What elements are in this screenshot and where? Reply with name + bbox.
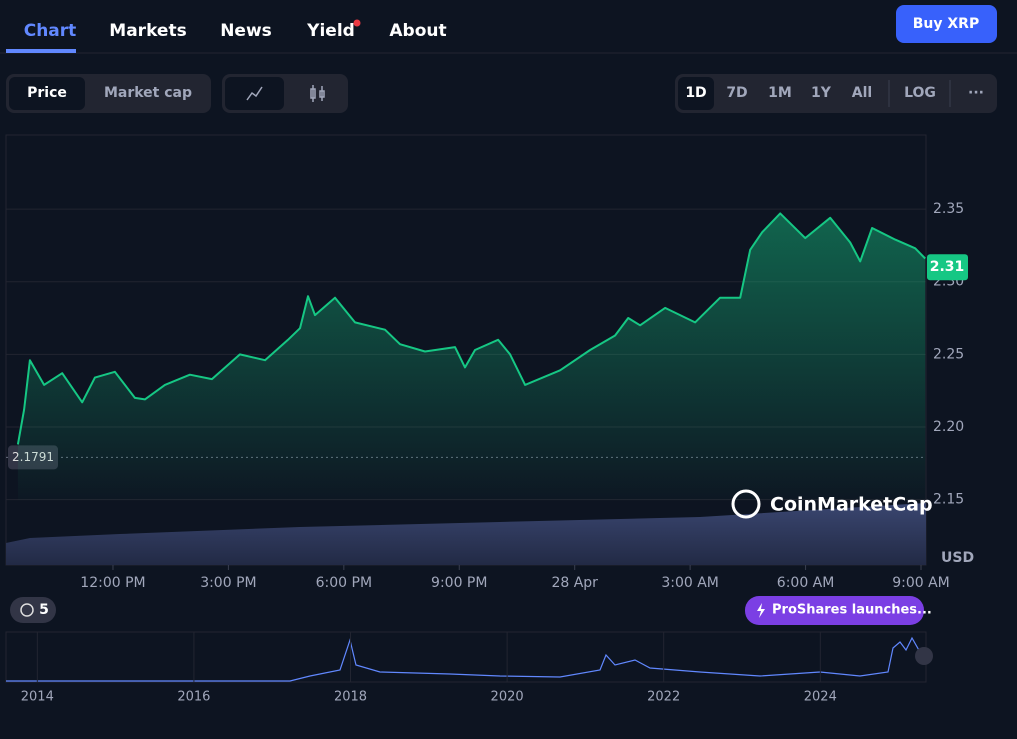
volume-area [6, 503, 926, 565]
overview-tick-label: 2018 [334, 690, 367, 705]
mode-selected [9, 77, 85, 110]
y-tick-label: 2.15 [933, 492, 964, 508]
range-button[interactable]: 1M [768, 85, 792, 101]
nav-tab[interactable]: Yield [306, 21, 355, 41]
watermark: CoinMarketCap [770, 494, 933, 516]
range-group [675, 74, 997, 113]
overview-tick-label: 2016 [177, 690, 210, 705]
y-tick-label: 2.20 [933, 419, 964, 435]
range-button[interactable]: 1Y [811, 85, 832, 101]
y-tick-label: 2.35 [933, 201, 964, 217]
price-line [16, 212, 926, 445]
range-selected [678, 77, 714, 110]
history-icon [20, 603, 34, 617]
line-icon[interactable] [246, 86, 263, 101]
nav-tab[interactable]: About [389, 21, 446, 41]
notification-dot [353, 19, 361, 27]
buy-button-bg[interactable] [896, 5, 997, 43]
range-button[interactable]: 7D [726, 85, 747, 101]
x-tick-label: 3:00 PM [200, 575, 256, 591]
x-tick-label: 9:00 AM [892, 575, 950, 591]
candle-icon[interactable] [310, 85, 325, 102]
nav-tab[interactable]: News [220, 21, 272, 41]
active-tab-underline [6, 49, 76, 53]
overview-tick-label: 2014 [21, 690, 54, 705]
range-button[interactable]: LOG [904, 85, 936, 101]
news-text[interactable]: ProShares launches... [772, 603, 932, 618]
nav-tab[interactable]: Chart [24, 21, 77, 41]
mode-button[interactable]: Price [27, 85, 67, 101]
x-tick-label: 28 Apr [551, 575, 598, 591]
mode-button[interactable]: Market cap [104, 85, 192, 101]
x-tick-label: 6:00 AM [777, 575, 835, 591]
history-count[interactable]: 5 [39, 602, 49, 618]
overview-tick-label: 2022 [647, 690, 680, 705]
current-price-label: 2.31 [930, 259, 965, 275]
range-button[interactable]: 1D [685, 85, 706, 101]
style-selected [225, 77, 284, 110]
y-tick-label: 2.25 [933, 346, 964, 362]
overview-tick-label: 2020 [491, 690, 524, 705]
nav-tab[interactable]: Markets [109, 21, 186, 41]
current-price-badge [927, 254, 968, 281]
overview-tick-label: 2024 [804, 690, 837, 705]
y-unit: USD [941, 550, 974, 566]
x-tick-label: 6:00 PM [316, 575, 372, 591]
x-tick-label: 12:00 PM [80, 575, 145, 591]
news-badge[interactable] [745, 596, 924, 625]
bolt-icon [757, 603, 765, 618]
x-tick-label: 3:00 AM [661, 575, 719, 591]
range-button[interactable]: All [852, 85, 872, 101]
more-button[interactable]: ··· [968, 85, 984, 101]
overview-handle[interactable] [915, 647, 933, 665]
watermark-logo [731, 489, 761, 519]
x-tick-label: 9:00 PM [431, 575, 487, 591]
buy-button[interactable]: Buy XRP [913, 16, 979, 32]
